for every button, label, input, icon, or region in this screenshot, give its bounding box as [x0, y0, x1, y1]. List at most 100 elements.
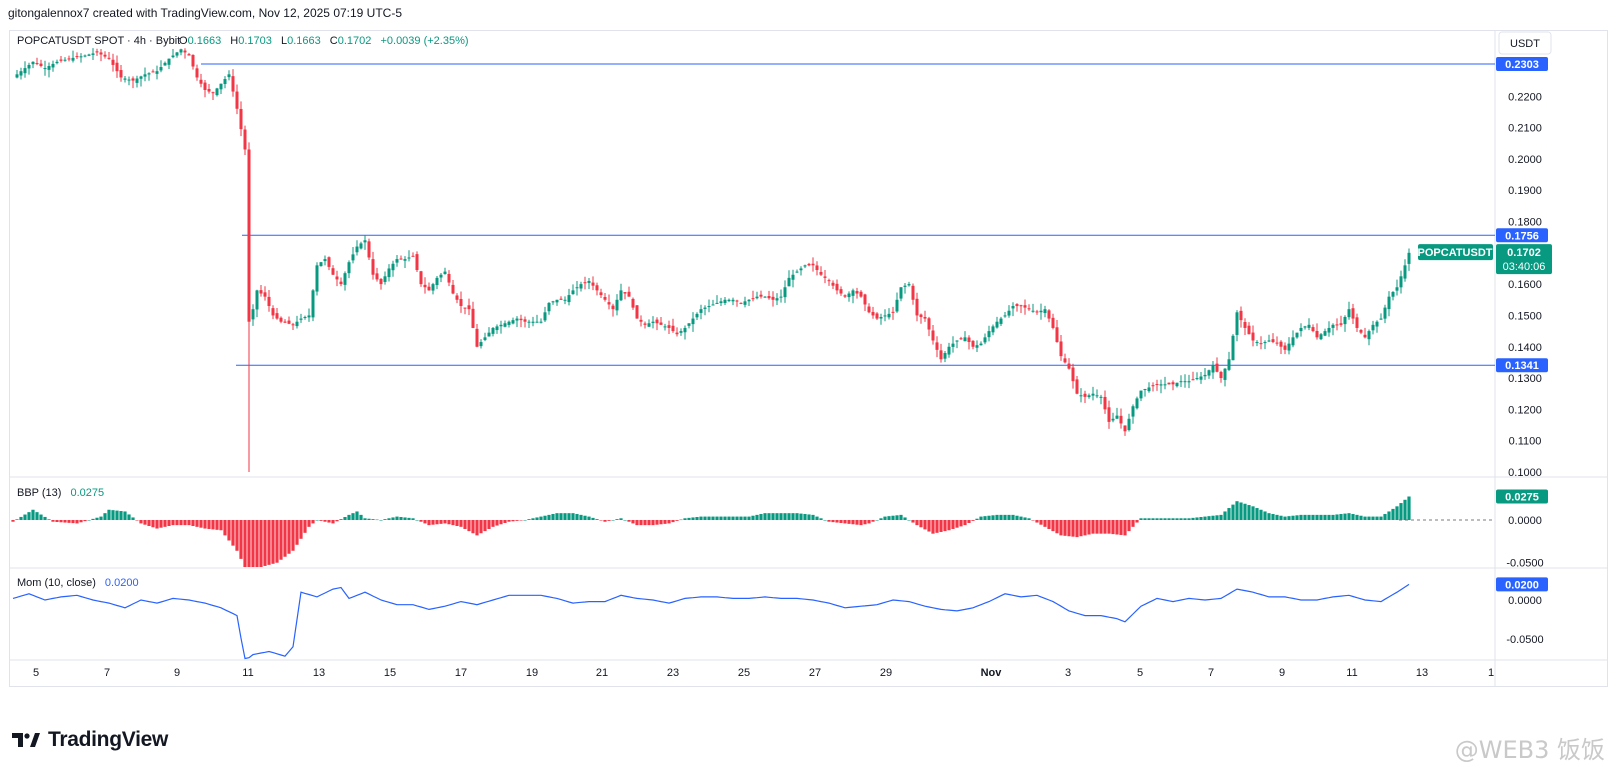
chart-attribution: gitongalennox7 created with TradingView.… [8, 6, 403, 20]
candle-body [867, 306, 871, 313]
currency-button[interactable]: USDT [1510, 38, 1540, 50]
bbp-bar [1107, 520, 1111, 534]
candle-body [1007, 310, 1011, 316]
bbp-bar [43, 516, 47, 520]
bbp-bar [171, 520, 175, 526]
candle-body [1039, 310, 1043, 313]
bbp-bar [1099, 520, 1103, 534]
candle-body [531, 321, 535, 323]
bbp-bar [907, 520, 911, 521]
bbp-bar [1187, 518, 1191, 520]
candle-body [691, 318, 695, 325]
candle-body [655, 319, 659, 324]
tradingview-logo[interactable]: TradingView [12, 728, 168, 752]
bbp-bar [495, 520, 499, 526]
bbp-bar [1327, 514, 1331, 520]
time-tick-label: 21 [596, 667, 608, 679]
candle-body [279, 317, 283, 322]
last-price-value: 0.1702 [1507, 247, 1541, 259]
bbp-bar [771, 513, 775, 520]
bbp-bar [743, 516, 747, 520]
bbp-bar [919, 520, 923, 528]
bbp-bar [719, 516, 723, 520]
bbp-bar [475, 520, 479, 536]
candle-body [1003, 315, 1007, 317]
bbp-bar [67, 520, 71, 523]
bbp-bar [1355, 514, 1359, 520]
legend-c-label: C [330, 35, 338, 47]
candle-body [587, 280, 591, 283]
time-tick-label: 1 [1488, 667, 1494, 679]
bbp-bar [1347, 513, 1351, 520]
bbp-bar [1003, 514, 1007, 520]
candle-body [1331, 324, 1335, 328]
chart-frame[interactable]: POPCATUSDT SPOT · 4h · Bybit O0.1663 H0.… [9, 30, 1609, 720]
bbp-bar [1235, 501, 1239, 520]
bbp-bar [735, 516, 739, 520]
candle-body [263, 292, 267, 297]
price-axis[interactable]: 0.2200 0.2100 0.2000 0.1900 0.1800 0.1600 0.15… [1508, 91, 1542, 479]
candle-body [811, 263, 815, 266]
bbp-bar [591, 517, 595, 520]
candle-body [639, 319, 643, 322]
candle-body [387, 268, 391, 278]
candle-body [247, 149, 251, 322]
candle-body [23, 68, 27, 74]
candle-body [379, 279, 383, 285]
candle-body [367, 241, 371, 258]
bbp-bar [587, 516, 591, 520]
bbp-bar [927, 520, 931, 532]
bbp-bar [119, 511, 123, 520]
candle-body [1183, 381, 1187, 383]
candle-body [1219, 371, 1223, 379]
price-tick-label: 0.1800 [1508, 217, 1542, 229]
bbp-bar [787, 513, 791, 520]
candle-body [863, 294, 867, 305]
candle-body [1367, 331, 1371, 340]
bbp-bar [547, 514, 551, 520]
candle-body [1223, 368, 1227, 380]
bbp-bar [1367, 516, 1371, 520]
candle-body [1143, 389, 1147, 391]
bbp-histogram: 0.0000 -0.0500 0.0275 [11, 489, 1548, 570]
brand-name: TradingView [48, 728, 169, 751]
bbp-bar [811, 514, 815, 520]
bbp-bar [1063, 520, 1067, 536]
bbp-bar [555, 513, 559, 520]
bbp-bar [107, 509, 111, 520]
candle-body [635, 305, 639, 319]
mom-title-line: Mom (10, close) 0.0200 [17, 577, 139, 589]
candle-body [27, 64, 31, 69]
candle-body [739, 302, 743, 304]
legend-l-label: L [281, 35, 287, 47]
bbp-bar [847, 520, 851, 524]
bbp-bar [147, 520, 151, 526]
bbp-bar [1095, 520, 1099, 534]
candle-body [319, 262, 323, 267]
chart-svg[interactable]: POPCATUSDT SPOT · 4h · Bybit O0.1663 H0.… [9, 30, 1609, 720]
candle-body [1187, 381, 1191, 383]
bbp-bar [1055, 520, 1059, 534]
candle-body [403, 259, 407, 261]
candle-body [971, 340, 975, 347]
candle-body [407, 257, 411, 259]
bbp-bar [279, 520, 283, 560]
time-axis[interactable]: 5 7 9 11 13 15 17 19 21 23 25 27 29 Nov 3 5 7 9 11 13 1 [33, 667, 1494, 679]
bbp-bar [199, 520, 203, 528]
bbp-bar [1211, 515, 1215, 520]
bbp-bar [1135, 520, 1139, 523]
horizontal-levels[interactable]: 0.2303 0.1756 0.1341 [201, 57, 1548, 373]
legend-o: 0.1663 [188, 35, 222, 47]
bbp-bar [1051, 520, 1055, 532]
bbp-bar [19, 516, 23, 520]
candle-body [51, 63, 55, 68]
bbp-tick-label: -0.0500 [1506, 558, 1543, 570]
bbp-bar [767, 513, 771, 520]
bbp-bar [627, 520, 631, 522]
candle-body [207, 88, 211, 92]
bbp-bar [363, 518, 367, 520]
mom-title: Mom (10, close) [17, 577, 96, 589]
bbp-bar [783, 513, 787, 520]
currency-button-box[interactable] [1498, 31, 1552, 55]
bbp-bar [255, 520, 259, 567]
